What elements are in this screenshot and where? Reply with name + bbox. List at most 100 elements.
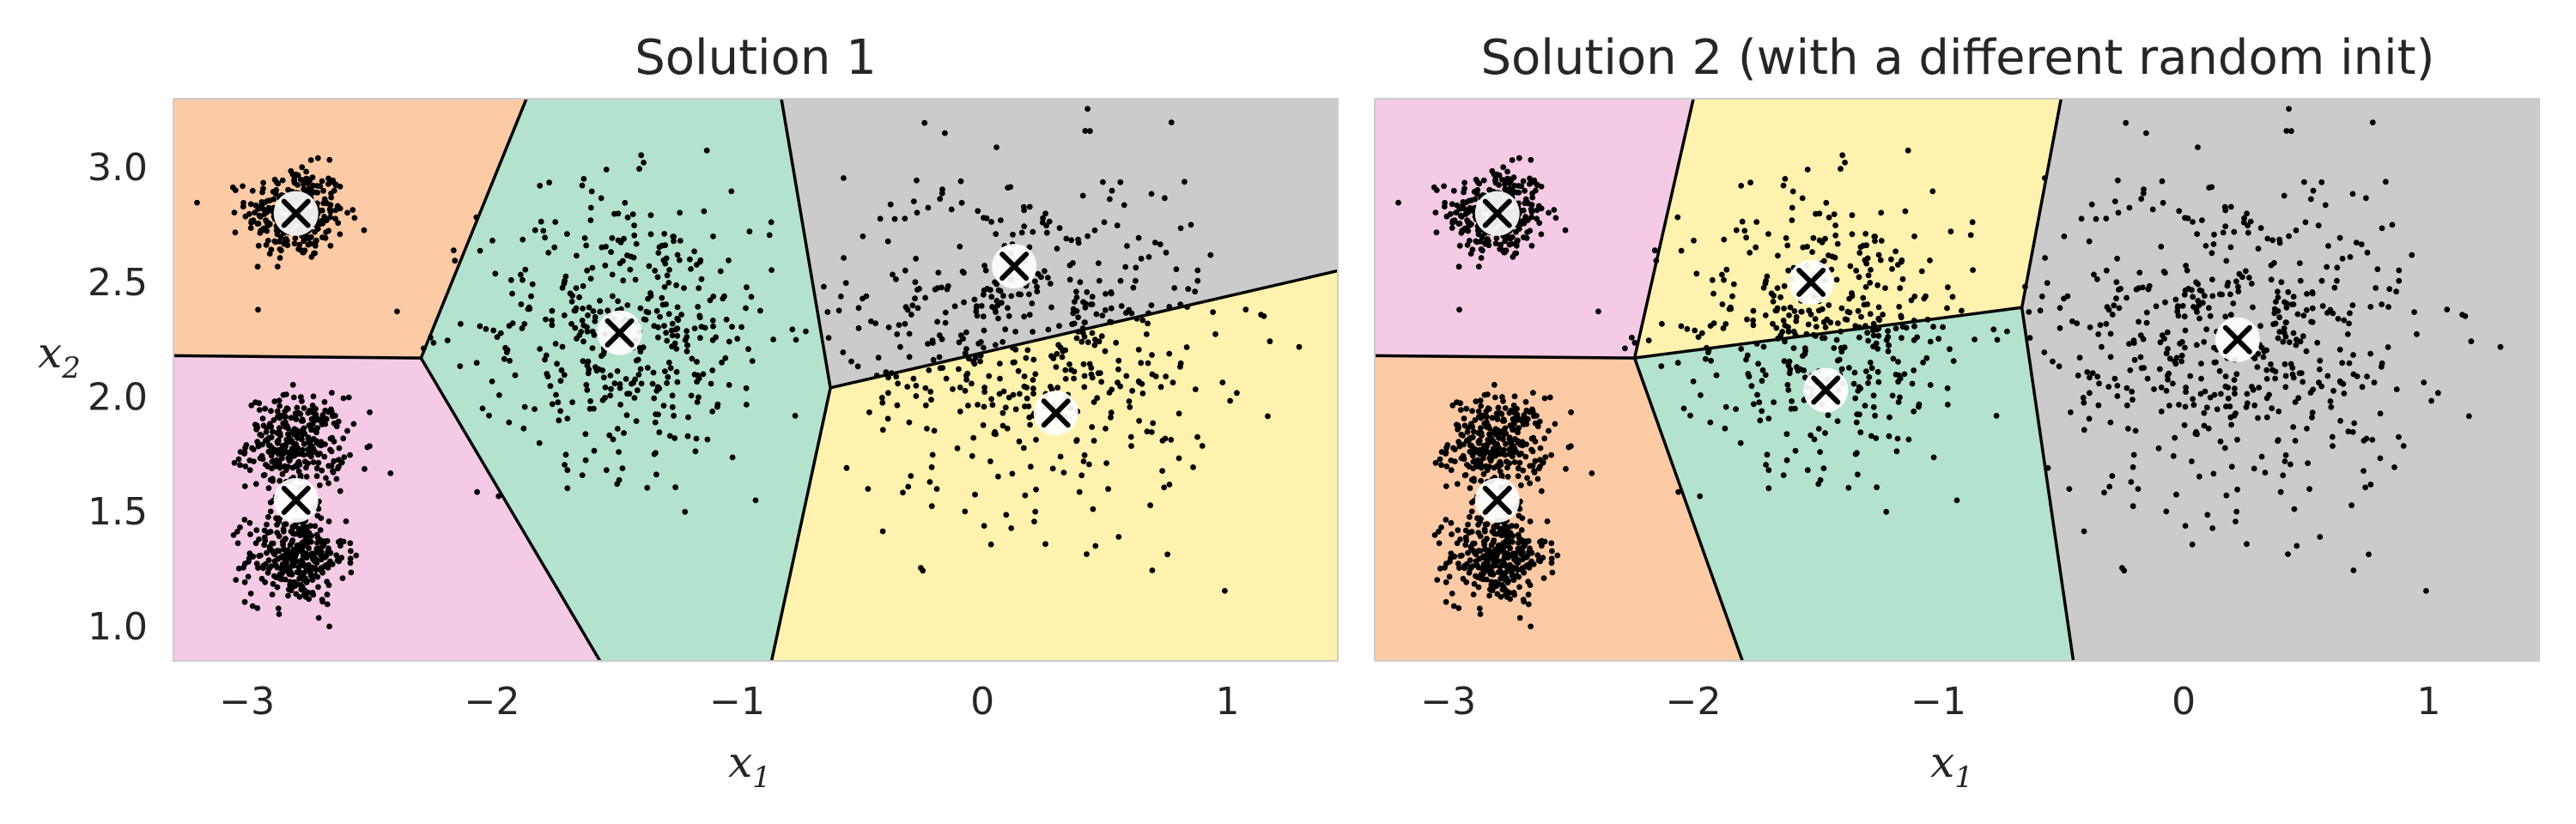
data-point bbox=[2374, 266, 2381, 273]
data-point bbox=[634, 387, 641, 394]
data-point bbox=[1171, 285, 1178, 291]
data-point bbox=[1993, 413, 2000, 419]
data-point bbox=[789, 326, 796, 333]
data-point bbox=[2211, 231, 2217, 238]
data-point bbox=[337, 488, 343, 494]
data-point bbox=[1874, 282, 1881, 288]
data-point bbox=[237, 449, 244, 455]
data-point bbox=[748, 294, 755, 300]
data-point bbox=[281, 546, 287, 553]
data-point bbox=[638, 152, 645, 159]
data-point bbox=[583, 242, 590, 249]
data-point bbox=[2293, 336, 2300, 343]
data-point bbox=[1129, 387, 1135, 394]
data-point bbox=[695, 304, 702, 310]
data-point bbox=[1485, 242, 1492, 249]
data-point bbox=[1865, 272, 1872, 279]
data-point bbox=[1115, 534, 1122, 540]
data-point bbox=[2157, 366, 2163, 373]
data-point bbox=[617, 385, 623, 391]
data-point bbox=[554, 360, 560, 367]
data-point bbox=[543, 352, 550, 359]
data-point bbox=[327, 242, 334, 249]
data-point bbox=[2190, 219, 2196, 225]
data-point bbox=[1017, 391, 1023, 397]
cluster-region bbox=[1634, 99, 2062, 359]
data-point bbox=[2113, 279, 2120, 286]
data-point bbox=[299, 446, 306, 453]
data-point bbox=[1506, 434, 1513, 440]
data-point bbox=[536, 439, 543, 446]
data-point bbox=[1707, 419, 1714, 426]
data-point bbox=[1529, 463, 1536, 469]
data-point bbox=[312, 550, 319, 557]
data-point bbox=[1498, 410, 1505, 417]
data-point bbox=[2149, 206, 2156, 213]
data-point bbox=[1674, 360, 1681, 367]
data-point bbox=[1030, 377, 1036, 383]
data-point bbox=[2172, 434, 2178, 441]
data-point bbox=[1744, 316, 1750, 323]
data-point bbox=[264, 436, 271, 442]
data-point bbox=[2459, 312, 2466, 318]
data-point bbox=[623, 376, 629, 382]
data-point bbox=[1529, 448, 1536, 455]
data-point bbox=[2170, 380, 2176, 387]
decision-boundary bbox=[780, 99, 832, 389]
data-point bbox=[1002, 404, 1009, 411]
centroids-2 bbox=[1474, 191, 2260, 523]
data-point bbox=[2198, 288, 2205, 294]
data-point bbox=[588, 188, 595, 195]
data-point bbox=[1480, 177, 1487, 184]
data-point bbox=[1508, 538, 1515, 545]
data-point bbox=[551, 244, 558, 251]
data-point bbox=[956, 339, 963, 346]
data-point bbox=[1534, 476, 1541, 482]
data-point bbox=[2276, 329, 2283, 335]
data-point bbox=[1834, 240, 1841, 247]
data-point bbox=[313, 573, 319, 579]
data-point bbox=[1091, 399, 1097, 405]
data-point bbox=[1502, 405, 1509, 411]
data-point bbox=[1745, 371, 1752, 377]
data-point bbox=[743, 305, 749, 312]
data-point bbox=[1723, 266, 1730, 273]
data-point bbox=[605, 307, 611, 314]
data-point bbox=[1721, 236, 1728, 243]
data-point bbox=[1443, 463, 1450, 470]
decision-boundary bbox=[1632, 357, 1744, 661]
data-point bbox=[1756, 399, 1763, 406]
data-point bbox=[1659, 320, 1665, 327]
data-point bbox=[792, 413, 799, 419]
data-point bbox=[1150, 420, 1157, 427]
data-point bbox=[2283, 319, 2289, 326]
data-point bbox=[2363, 195, 2369, 202]
data-point bbox=[270, 476, 276, 482]
data-point bbox=[1514, 239, 1520, 245]
data-point bbox=[1473, 573, 1479, 579]
plot-frame-1 bbox=[173, 98, 1339, 662]
data-point bbox=[532, 227, 538, 233]
data-point bbox=[1091, 342, 1098, 348]
data-point bbox=[1839, 152, 1846, 159]
data-point bbox=[241, 598, 248, 605]
data-point bbox=[2304, 426, 2310, 432]
data-point bbox=[1163, 373, 1169, 379]
data-point bbox=[598, 195, 605, 202]
data-point bbox=[564, 231, 570, 237]
data-point bbox=[651, 395, 658, 402]
data-point bbox=[2137, 332, 2144, 339]
data-point bbox=[2170, 452, 2177, 459]
data-point bbox=[1528, 435, 1535, 442]
data-point bbox=[1222, 588, 1228, 594]
data-point bbox=[233, 577, 240, 583]
data-point bbox=[2239, 274, 2245, 281]
data-point bbox=[2189, 458, 2195, 464]
data-point bbox=[749, 358, 756, 364]
data-point bbox=[1516, 190, 1522, 196]
data-point bbox=[1768, 290, 1775, 297]
data-point bbox=[1108, 290, 1115, 297]
data-point bbox=[2091, 271, 2097, 278]
data-point bbox=[1478, 255, 1485, 261]
data-point bbox=[2201, 409, 2208, 416]
